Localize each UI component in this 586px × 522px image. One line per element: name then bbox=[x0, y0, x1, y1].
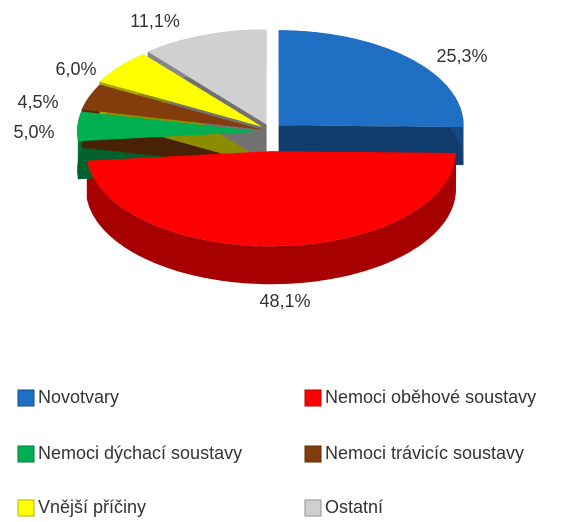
slice-wall bbox=[86, 153, 456, 285]
legend-label: Novotvary bbox=[38, 387, 119, 407]
legend-swatch bbox=[17, 499, 35, 517]
slice bbox=[278, 30, 464, 128]
data-label: 5,0% bbox=[13, 122, 54, 142]
data-label: 4,5% bbox=[17, 92, 58, 112]
data-label: 25,3% bbox=[436, 46, 487, 66]
slice bbox=[86, 151, 456, 247]
legend-label: Nemoci oběhové soustavy bbox=[325, 387, 536, 407]
legend-swatch bbox=[304, 499, 322, 517]
slice bbox=[81, 84, 263, 130]
legend-swatch bbox=[304, 445, 322, 463]
legend-swatch bbox=[17, 445, 35, 463]
slice bbox=[99, 54, 263, 127]
slice bbox=[77, 111, 262, 142]
data-label: 48,1% bbox=[259, 291, 310, 311]
legend-label: Ostatní bbox=[325, 497, 383, 517]
legend-label: Nemoci dýchací soustavy bbox=[38, 443, 242, 463]
legend-label: Nemoci trávicíc soustavy bbox=[325, 443, 524, 463]
legend-label: Vnější příčiny bbox=[38, 497, 146, 517]
legend-swatch bbox=[304, 389, 322, 407]
legend-swatch bbox=[17, 389, 35, 407]
data-label: 11,1% bbox=[130, 11, 180, 31]
data-label: 6,0% bbox=[55, 59, 96, 79]
slice bbox=[147, 29, 267, 125]
